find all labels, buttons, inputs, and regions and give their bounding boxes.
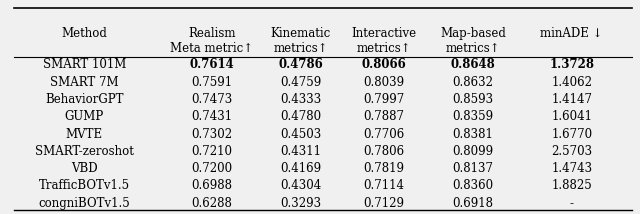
Text: 0.8360: 0.8360 (452, 180, 493, 193)
Text: 0.4503: 0.4503 (280, 128, 321, 141)
Text: 0.7210: 0.7210 (191, 145, 232, 158)
Text: 0.4786: 0.4786 (278, 58, 323, 71)
Text: 0.7473: 0.7473 (191, 93, 232, 106)
Text: SMART 101M: SMART 101M (42, 58, 126, 71)
Text: 0.7997: 0.7997 (363, 93, 404, 106)
Text: 0.8039: 0.8039 (363, 76, 404, 89)
Text: Method: Method (61, 27, 107, 40)
Text: 0.7302: 0.7302 (191, 128, 232, 141)
Text: 0.8593: 0.8593 (452, 93, 493, 106)
Text: 1.8825: 1.8825 (551, 180, 592, 193)
Text: GUMP: GUMP (65, 110, 104, 123)
Text: 0.8137: 0.8137 (452, 162, 493, 175)
Text: TrafficBOTv1.5: TrafficBOTv1.5 (38, 180, 130, 193)
Text: 0.7887: 0.7887 (364, 110, 404, 123)
Text: 0.7114: 0.7114 (364, 180, 404, 193)
Text: 2.5703: 2.5703 (551, 145, 592, 158)
Text: 0.4169: 0.4169 (280, 162, 321, 175)
Text: -: - (570, 197, 573, 210)
Text: Map-based
metrics↑: Map-based metrics↑ (440, 27, 506, 55)
Text: 0.7706: 0.7706 (363, 128, 404, 141)
Text: 1.3728: 1.3728 (549, 58, 594, 71)
Text: 1.4147: 1.4147 (551, 93, 592, 106)
Text: MVTE: MVTE (66, 128, 103, 141)
Text: 0.8632: 0.8632 (452, 76, 493, 89)
Text: minADE ↓: minADE ↓ (540, 27, 603, 40)
Text: 1.4743: 1.4743 (551, 162, 592, 175)
Text: VBD: VBD (71, 162, 97, 175)
Text: congniBOTv1.5: congniBOTv1.5 (38, 197, 130, 210)
Text: 0.7819: 0.7819 (364, 162, 404, 175)
Text: Interactive
metrics↑: Interactive metrics↑ (351, 27, 416, 55)
Text: 0.6288: 0.6288 (191, 197, 232, 210)
Text: 0.7591: 0.7591 (191, 76, 232, 89)
Text: 0.4759: 0.4759 (280, 76, 321, 89)
Text: SMART 7M: SMART 7M (50, 76, 118, 89)
Text: BehaviorGPT: BehaviorGPT (45, 93, 124, 106)
Text: 0.4304: 0.4304 (280, 180, 321, 193)
Text: 0.8381: 0.8381 (452, 128, 493, 141)
Text: 0.8359: 0.8359 (452, 110, 493, 123)
Text: 0.4780: 0.4780 (280, 110, 321, 123)
Text: 1.6041: 1.6041 (551, 110, 592, 123)
Text: 1.4062: 1.4062 (551, 76, 592, 89)
Text: 0.8099: 0.8099 (452, 145, 493, 158)
Text: 0.7200: 0.7200 (191, 162, 232, 175)
Text: SMART-zeroshot: SMART-zeroshot (35, 145, 134, 158)
Text: 0.4333: 0.4333 (280, 93, 321, 106)
Text: 0.7614: 0.7614 (189, 58, 234, 71)
Text: 0.7806: 0.7806 (363, 145, 404, 158)
Text: Realism
Meta metric↑: Realism Meta metric↑ (170, 27, 253, 55)
Text: 0.8066: 0.8066 (362, 58, 406, 71)
Text: Kinematic
metrics↑: Kinematic metrics↑ (271, 27, 331, 55)
Text: 1.6770: 1.6770 (551, 128, 592, 141)
Text: 0.3293: 0.3293 (280, 197, 321, 210)
Text: 0.7129: 0.7129 (364, 197, 404, 210)
Text: 0.6988: 0.6988 (191, 180, 232, 193)
Text: 0.8648: 0.8648 (451, 58, 495, 71)
Text: 0.7431: 0.7431 (191, 110, 232, 123)
Text: 0.4311: 0.4311 (280, 145, 321, 158)
Text: 0.6918: 0.6918 (452, 197, 493, 210)
